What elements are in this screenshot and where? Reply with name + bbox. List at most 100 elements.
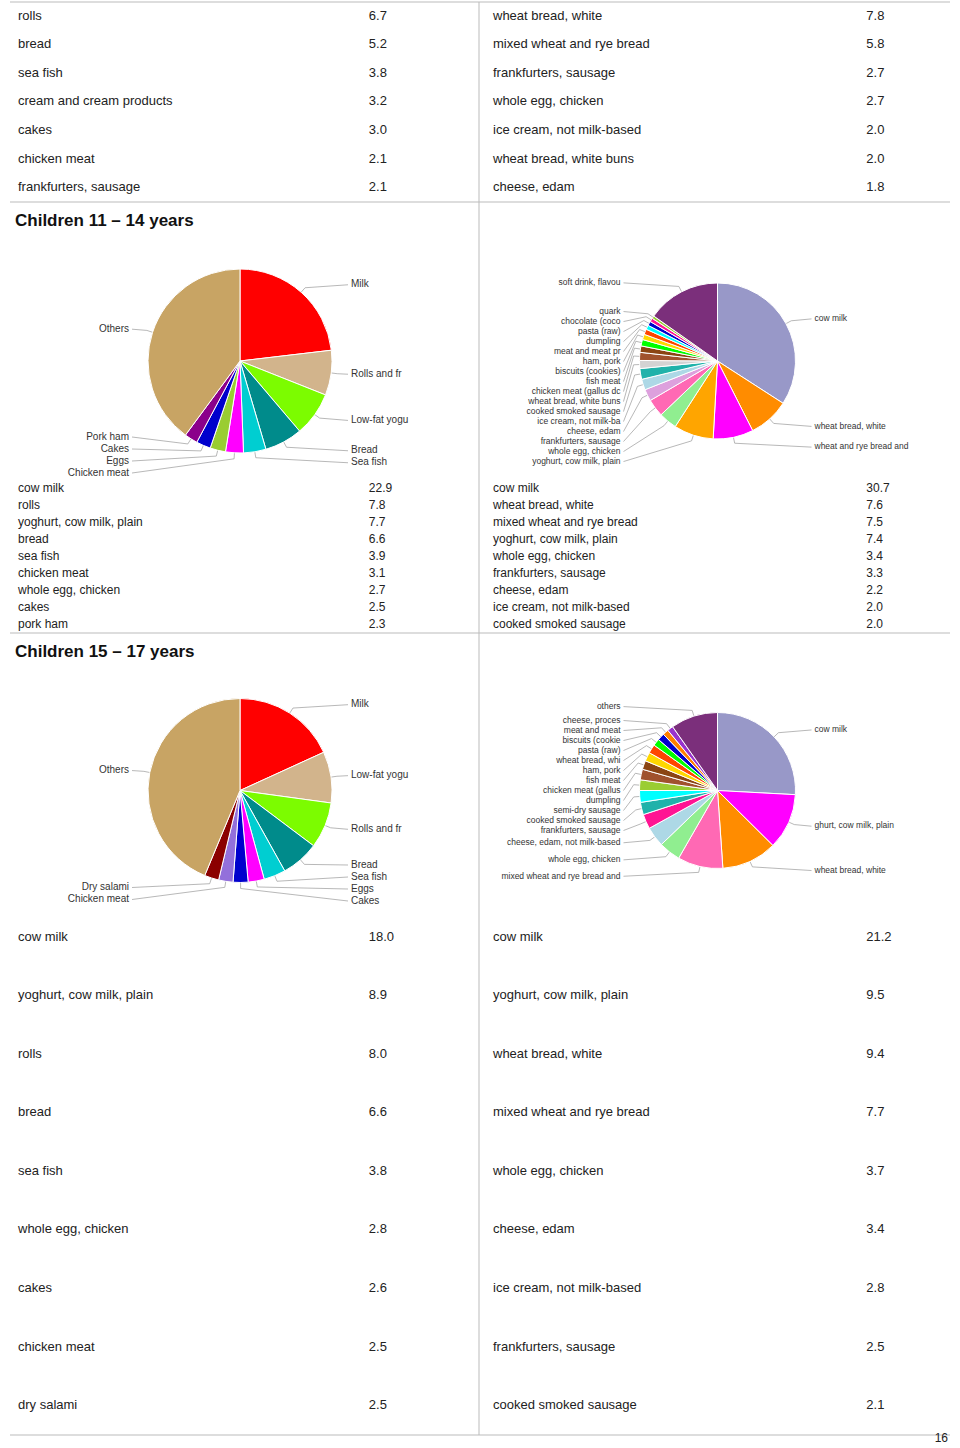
row-value: 6.6 xyxy=(369,532,386,546)
row-label: dry salami xyxy=(18,1397,77,1412)
row-value: 2.0 xyxy=(866,600,883,614)
row-label: ice cream, not milk-based xyxy=(493,1280,641,1295)
slice-label: Sea fish xyxy=(351,871,387,882)
row-value: 2.5 xyxy=(369,1397,387,1412)
row-value: 30.7 xyxy=(866,481,890,495)
row-label: frankfurters, sausage xyxy=(493,566,606,580)
row-value: 2.7 xyxy=(866,93,884,108)
row-value: 2.5 xyxy=(866,1339,884,1354)
dividers xyxy=(10,2,950,1435)
slice-label: Cakes xyxy=(351,895,379,906)
row-value: 7.8 xyxy=(369,498,386,512)
row-label: chicken meat xyxy=(18,151,95,166)
slice-label: Others xyxy=(99,764,129,775)
row-label: chicken meat xyxy=(18,1339,95,1354)
row-value: 3.2 xyxy=(369,93,387,108)
divider xyxy=(10,1435,950,1436)
page-number: 16 xyxy=(935,1431,949,1445)
row-value: 22.9 xyxy=(369,481,393,495)
slice-label: Sea fish xyxy=(351,456,387,467)
slice-label: others xyxy=(597,701,621,711)
slice-label: chicken meat (gallus dc xyxy=(532,386,622,396)
row-label: mixed wheat and rye bread xyxy=(493,515,638,529)
leader-line xyxy=(132,771,150,773)
row-label: mixed wheat and rye bread xyxy=(493,1104,650,1119)
table: cow milk22.9rolls7.8yoghurt, cow milk, p… xyxy=(17,481,392,631)
row-value: 9.4 xyxy=(866,1046,884,1061)
leader-line xyxy=(325,826,348,830)
leader-line xyxy=(624,707,694,717)
slice-label: ham, pork xyxy=(583,765,622,775)
pie-slice xyxy=(148,269,240,435)
pie-slice xyxy=(713,361,753,439)
divider xyxy=(10,202,950,203)
leader-line xyxy=(256,881,348,889)
pie-slice xyxy=(240,269,331,361)
row-label: whole egg, chicken xyxy=(17,583,120,597)
row-label: yoghurt, cow milk, plain xyxy=(18,987,153,1002)
table: cow milk30.7wheat bread, white7.6mixed w… xyxy=(492,481,890,631)
row-label: wheat bread, white xyxy=(492,1046,602,1061)
divider xyxy=(479,633,480,1435)
leader-line xyxy=(132,878,212,888)
pie-labels: cow milkghurt, cow milk, plainwheat brea… xyxy=(501,701,894,881)
leader-line xyxy=(284,442,348,451)
row-label: whole egg, chicken xyxy=(492,93,604,108)
row-value: 3.7 xyxy=(866,1163,884,1178)
table: cow milk21.2yoghurt, cow milk, plain9.5w… xyxy=(492,929,892,1412)
row-value: 2.5 xyxy=(369,1339,387,1354)
leader-line xyxy=(132,881,226,899)
row-label: chicken meat xyxy=(18,566,89,580)
slice-label: Eggs xyxy=(351,883,374,894)
slice-label: Dry salami xyxy=(82,881,129,892)
leader-line xyxy=(624,317,652,322)
slice-label: soft drink, flavou xyxy=(559,277,621,287)
slice-label: chicken meat (gallus xyxy=(543,785,620,795)
leader-line xyxy=(290,705,348,713)
row-value: 3.8 xyxy=(369,65,387,80)
slice-label: ice cream, not milk-ba xyxy=(537,416,620,426)
row-label: frankfurters, sausage xyxy=(493,65,615,80)
slice-label: cow milk xyxy=(815,724,848,734)
pie: cow milkghurt, cow milk, plainwheat brea… xyxy=(501,701,894,881)
row-label: wheat bread, white xyxy=(492,8,602,23)
row-value: 6.6 xyxy=(369,1104,387,1119)
row-label: wheat bread, white buns xyxy=(492,151,634,166)
leader-line xyxy=(315,415,348,421)
row-value: 6.7 xyxy=(369,8,387,23)
leader-line xyxy=(624,733,661,741)
slices xyxy=(640,283,796,439)
pie-slice xyxy=(640,791,717,815)
slice-label: wheat bread, white xyxy=(814,421,887,431)
row-value: 2.6 xyxy=(369,1280,387,1295)
table: rolls6.7bread5.2sea fish3.8cream and cre… xyxy=(18,8,387,194)
row-value: 8.0 xyxy=(369,1046,387,1061)
leader-line xyxy=(774,730,811,737)
row-value: 5.8 xyxy=(866,36,884,51)
leader-line xyxy=(132,445,203,451)
row-value: 3.8 xyxy=(369,1163,387,1178)
leader-line xyxy=(750,861,812,870)
slice-label: wheat bread, whi xyxy=(555,755,620,765)
leader-line xyxy=(241,882,348,901)
leader-line xyxy=(624,421,668,451)
row-label: frankfurters, sausage xyxy=(493,1339,615,1354)
slice-label: fish meat xyxy=(586,775,621,785)
slice-label: Bread xyxy=(351,859,378,870)
slice-label: cheese, edam, not milk-based xyxy=(507,837,621,847)
leader-line xyxy=(132,453,234,473)
slice-label: frankfurters, sausage xyxy=(541,825,621,835)
row-label: sea fish xyxy=(18,549,59,563)
slice-label: Pork ham xyxy=(86,431,129,442)
row-value: 2.1 xyxy=(369,179,387,194)
row-value: 8.9 xyxy=(369,987,387,1002)
slice-label: cow milk xyxy=(815,313,848,323)
leader-line xyxy=(624,408,656,442)
row-value: 3.4 xyxy=(866,549,883,563)
slice-label: Milk xyxy=(351,698,370,709)
row-label: cow milk xyxy=(493,929,543,944)
row-label: rolls xyxy=(18,1046,42,1061)
row-label: rolls xyxy=(18,8,42,23)
row-value: 21.2 xyxy=(866,929,891,944)
slice-label: pasta (raw) xyxy=(578,745,621,755)
